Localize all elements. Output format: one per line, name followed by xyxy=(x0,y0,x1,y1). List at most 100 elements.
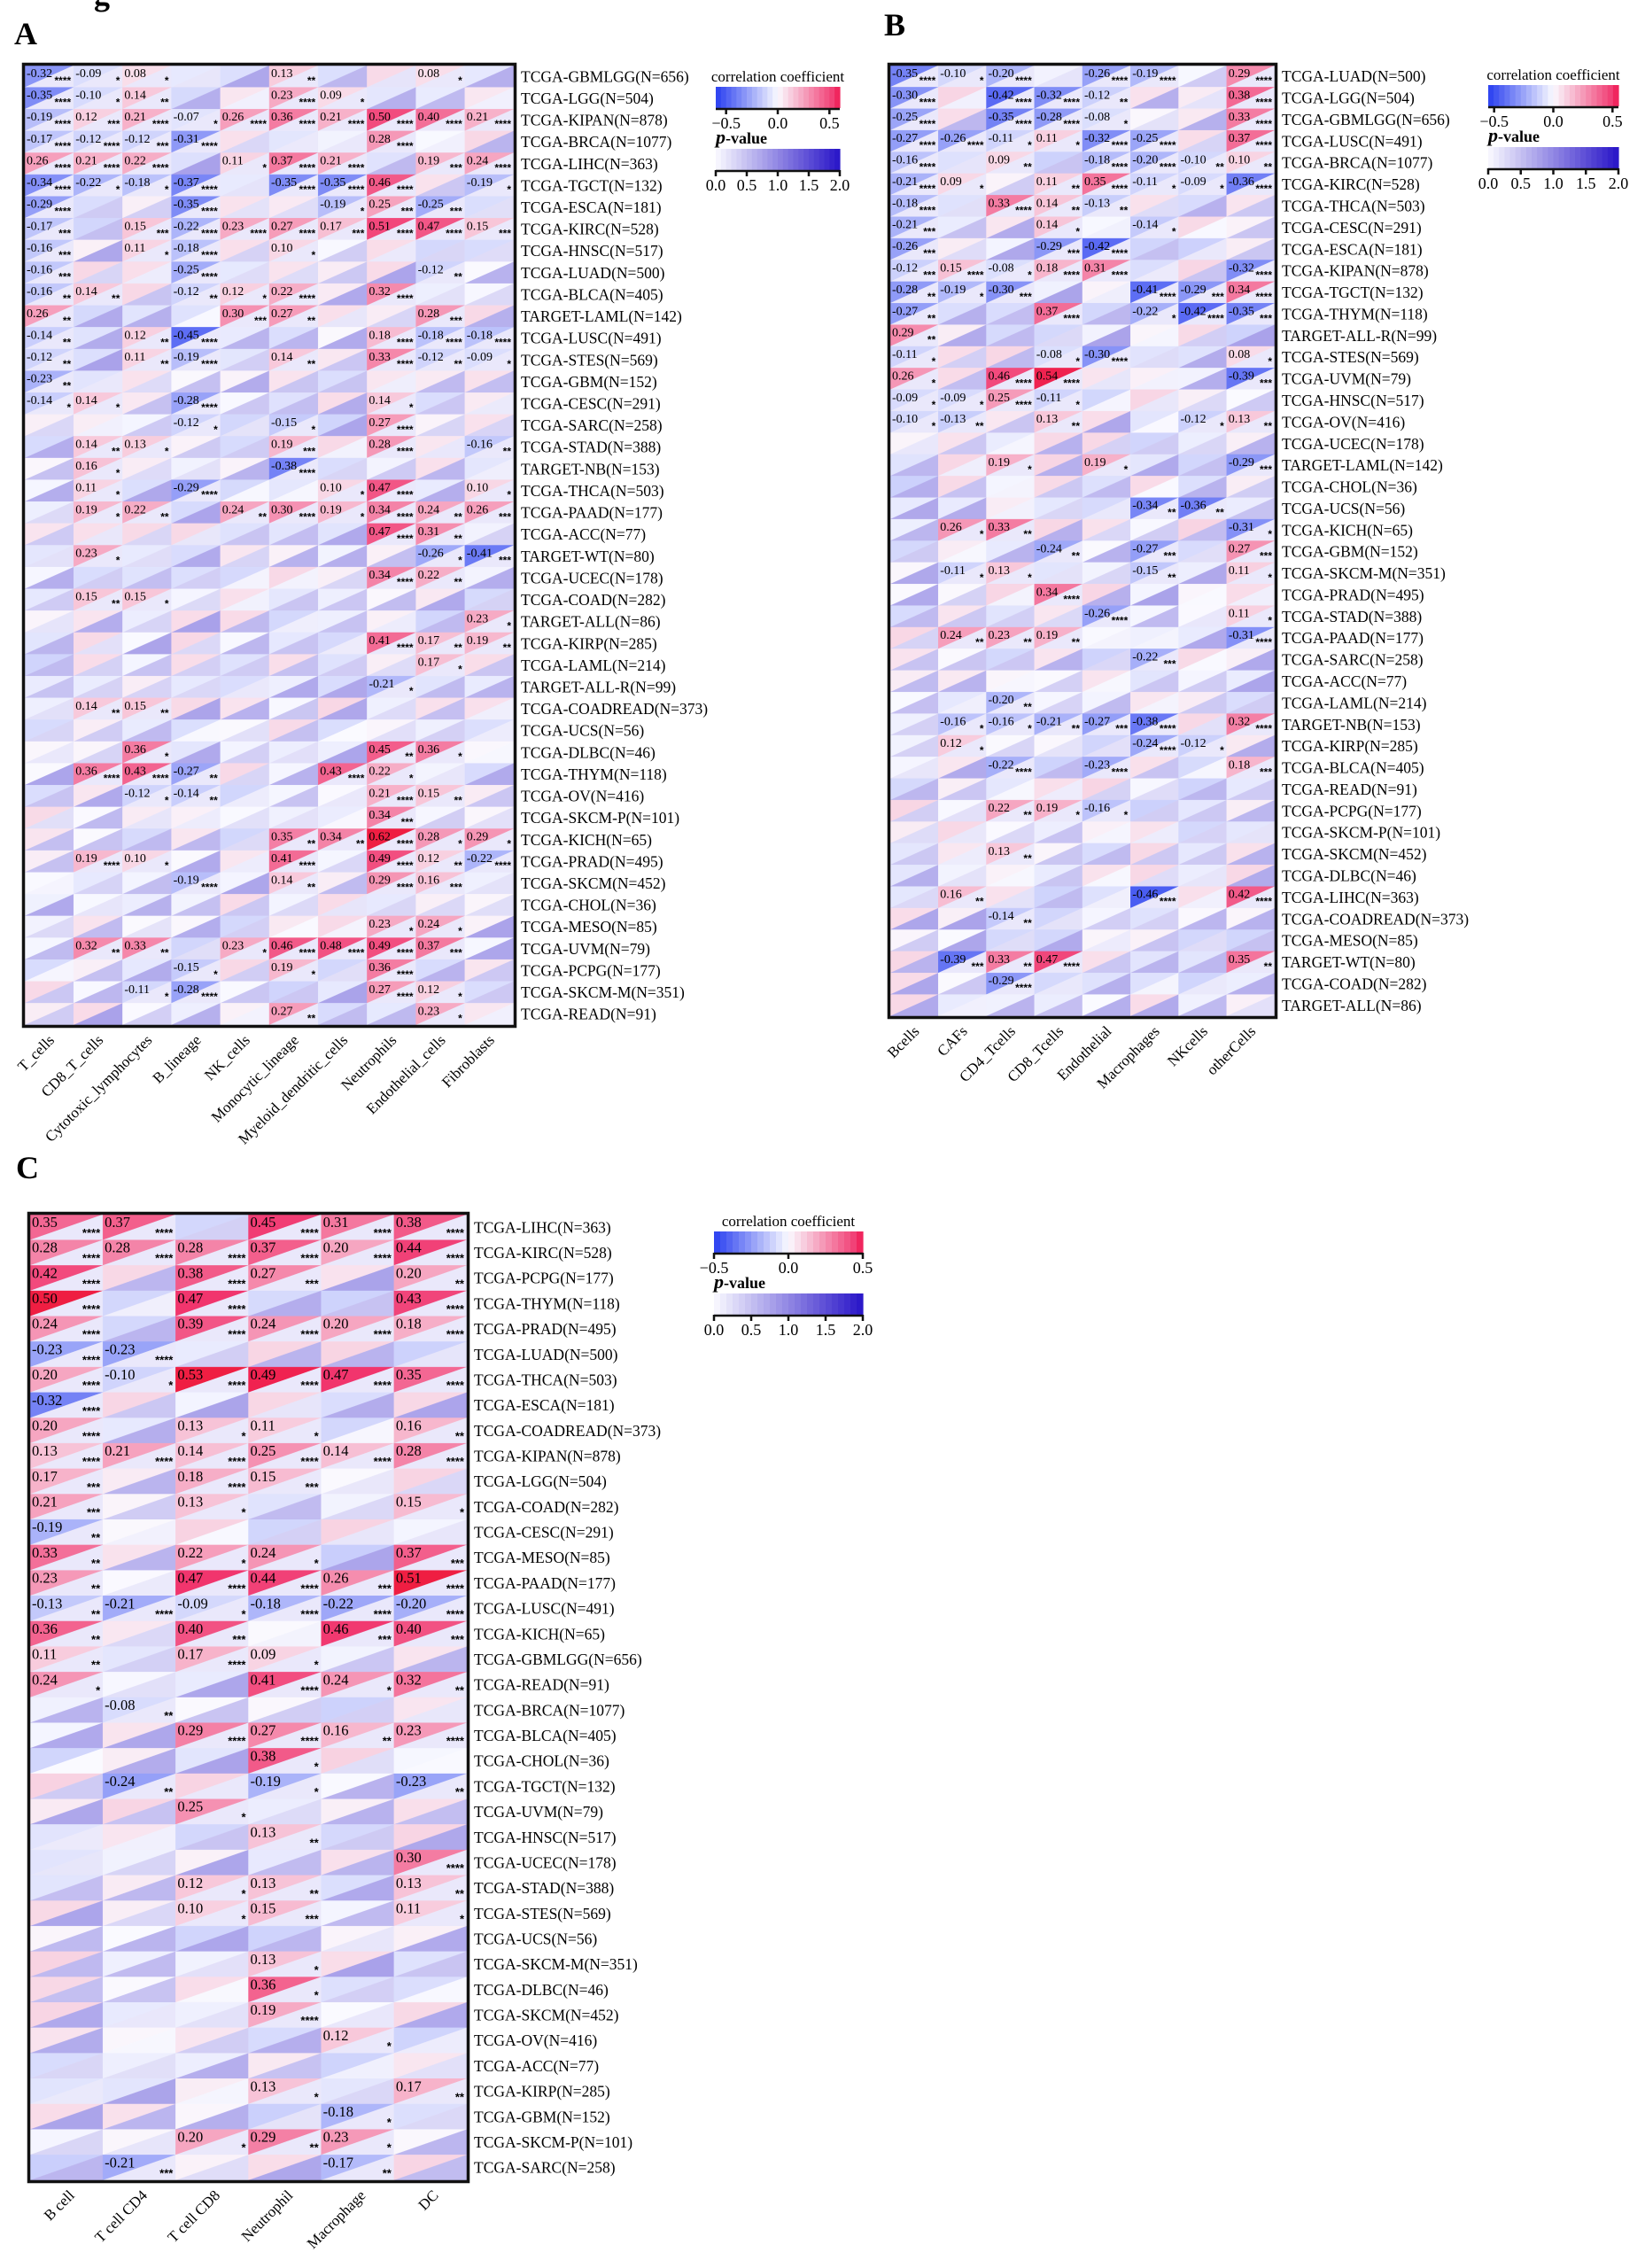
cell-value: -0.28 xyxy=(174,983,199,997)
heatmap-cell xyxy=(171,523,221,546)
heatmap-cell xyxy=(73,719,123,742)
heatmap-cell xyxy=(367,370,416,393)
heatmap-cell: 0.29**** xyxy=(175,1722,249,1749)
cell-value: -0.26 xyxy=(1084,608,1110,621)
heatmap-cell: 0.38**** xyxy=(175,1264,249,1292)
legend-correlation-swatch xyxy=(819,1231,826,1253)
heatmap-cells: -0.32 **** -0.09 * 0.08 * 0.13 ** 0.08 *-0.35 ****… xyxy=(24,65,515,1026)
heatmap-cell xyxy=(318,65,368,88)
significance-stars: * xyxy=(312,249,316,261)
cell-value: -0.17 xyxy=(27,220,52,233)
heatmap-cell: 0.24**** xyxy=(29,1316,104,1342)
cell-value: -0.19 xyxy=(320,198,345,212)
significance-stars: * xyxy=(1220,183,1224,195)
heatmap-cell: 0.36* xyxy=(122,741,172,764)
heatmap-cell xyxy=(1226,670,1276,693)
heatmap-cell xyxy=(220,719,270,742)
heatmap-cell xyxy=(318,545,368,568)
significance-stars: ** xyxy=(209,292,218,305)
significance-stars: **** xyxy=(374,1455,392,1468)
heatmap-cell xyxy=(464,370,515,393)
heatmap-cell: -0.35 **** xyxy=(986,108,1035,131)
legend-pvalue-swatch xyxy=(795,1293,802,1315)
heatmap-cell xyxy=(1082,540,1131,563)
cell-value: -0.23 xyxy=(27,373,52,386)
significance-stars: **** xyxy=(201,358,218,370)
heatmap-cell xyxy=(1034,324,1083,347)
heatmap-cell: 0.42**** xyxy=(1226,886,1276,909)
heatmap-cell: 0.20** xyxy=(393,1264,468,1292)
heatmap-cell xyxy=(1178,346,1227,369)
heatmap-cell: -0.16 ** xyxy=(24,283,74,307)
heatmap-cell xyxy=(393,1951,468,1977)
significance-stars: * xyxy=(165,249,169,261)
heatmap-cell: -0.12 ** xyxy=(171,283,221,307)
heatmap-cell xyxy=(1082,410,1131,433)
legend-correlation-swatch xyxy=(741,87,748,108)
heatmap-cell: -0.29 *** xyxy=(1034,237,1083,260)
column-labels: B cell T cell CD4 T cell CD8 Neutrophil Macr… xyxy=(41,2186,442,2252)
legend-correlation-swatch xyxy=(772,87,779,108)
significance-stars: **** xyxy=(82,1379,101,1392)
heatmap-cell xyxy=(24,457,74,480)
heatmap-cell xyxy=(415,959,465,983)
heatmap-cell xyxy=(464,239,515,262)
significance-stars: **** xyxy=(1015,399,1032,411)
heatmap-cell xyxy=(24,414,74,437)
cell-value: -0.14 xyxy=(1132,219,1158,232)
heatmap-cell: 0.14 * xyxy=(1034,216,1083,239)
heatmap-cell xyxy=(393,1824,468,1851)
heatmap-cell xyxy=(464,523,515,546)
cell-value: -0.39 xyxy=(1229,369,1254,383)
heatmap-cell: -0.15 ** xyxy=(1130,562,1179,585)
heatmap-cell xyxy=(889,951,939,974)
legend-tick-label: 0.0 xyxy=(704,1321,725,1339)
significance-stars: * xyxy=(116,510,120,523)
heatmap-cell: -0.28 **** xyxy=(171,981,221,1004)
legend-pvalue-swatch xyxy=(838,1293,845,1315)
legend-pvalue-swatch xyxy=(1569,147,1576,168)
heatmap-cell: -0.37 **** xyxy=(171,174,221,197)
row-label: TCGA-KIRP(N=285) xyxy=(1282,737,1418,755)
row-label: TCGA-KIPAN(N=878) xyxy=(1282,262,1429,280)
heatmap-cell xyxy=(1082,670,1131,693)
heatmap-cell xyxy=(102,1494,176,1520)
cell-value: -0.16 xyxy=(892,154,918,167)
significance-stars: **** xyxy=(1160,896,1176,908)
cell-value: 0.24 xyxy=(467,154,489,167)
cell-value: 0.19 xyxy=(989,456,1011,470)
row-label: TCGA-CHOL(N=36) xyxy=(474,1752,609,1770)
legend-correlation-swatch xyxy=(834,87,841,108)
legend: correlation coefficient−0.5 0.0 0.5p-value… xyxy=(700,1213,873,1339)
heatmap-cell xyxy=(268,784,319,808)
significance-stars: **** xyxy=(1063,268,1080,281)
heatmap-cell xyxy=(318,981,368,1004)
heatmap-cell: -0.35 **** xyxy=(889,65,939,88)
heatmap-cell xyxy=(464,566,515,590)
significance-stars: ** xyxy=(1023,960,1032,973)
cell-value: 0.21 xyxy=(75,154,97,167)
cell-value: 0.47 xyxy=(369,482,391,495)
heatmap-cell xyxy=(248,1341,322,1368)
cell-value: -0.30 xyxy=(892,89,918,102)
heatmap-cell: 0.28 * xyxy=(415,828,465,851)
cell-value: 0.46 xyxy=(271,940,293,953)
significance-stars: **** xyxy=(201,336,218,348)
heatmap-cell xyxy=(220,872,270,895)
significance-stars: **** xyxy=(919,204,936,216)
legend-correlation-swatch xyxy=(736,87,742,108)
legend-pvalue-swatch xyxy=(844,1293,851,1315)
heatmap-cell: -0.10* xyxy=(938,65,987,88)
heatmap-cell xyxy=(220,174,270,197)
significance-stars: **** xyxy=(446,1328,465,1341)
heatmap-cell: -0.10* xyxy=(102,1366,176,1394)
cell-value: 0.19 xyxy=(75,503,97,517)
heatmap-cell: 0.15 ** xyxy=(415,784,465,808)
heatmap-cell: -0.27 **** xyxy=(889,129,939,152)
heatmap-cell xyxy=(938,799,987,822)
row-label: TCGA-UCEC(N=178) xyxy=(1282,435,1424,453)
cell-value: 0.14 xyxy=(124,89,146,103)
legend-pvalue-swatch xyxy=(757,149,764,170)
heatmap-cell xyxy=(1130,389,1179,412)
heatmap-cell xyxy=(415,283,465,307)
